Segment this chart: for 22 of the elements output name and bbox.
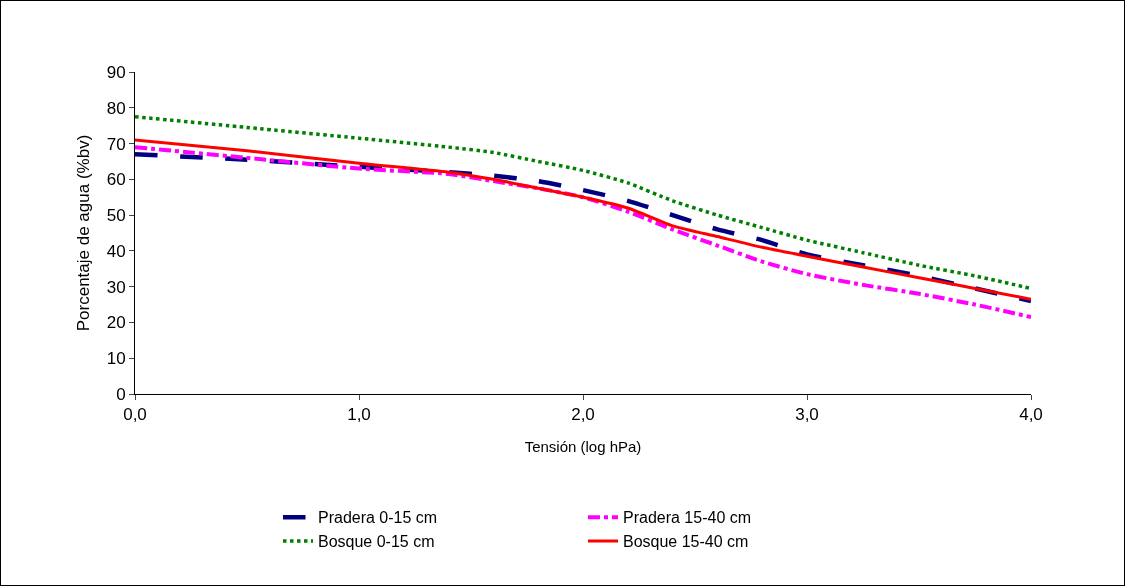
legend-label: Pradera 15-40 cm	[623, 509, 752, 527]
legend-label: Bosque 0-15 cm	[318, 533, 435, 551]
x-axis-title: Tensión (log hPa)	[524, 438, 642, 456]
y-tick-label: 80	[106, 98, 126, 118]
y-tick-label: 0	[116, 384, 126, 404]
legend-label: Pradera 0-15 cm	[318, 509, 438, 527]
y-tick-label: 40	[106, 241, 126, 261]
legend-label: Bosque 15-40 cm	[623, 533, 749, 551]
y-tick-label: 20	[106, 313, 126, 333]
line-series	[135, 114, 1031, 291]
y-tick-label: 30	[106, 277, 126, 297]
y-tick-label: 90	[106, 62, 126, 82]
x-tick-label: 4,0	[1019, 405, 1043, 425]
y-axis-title: Porcentaje de agua (%bv)	[74, 134, 94, 332]
x-tick-label: 3,0	[795, 405, 819, 425]
y-tick-label: 10	[106, 349, 126, 369]
y-tick-label: 50	[106, 206, 126, 226]
x-tick-label: 0,0	[123, 405, 147, 425]
y-tick-label: 60	[106, 170, 126, 190]
x-tick-label: 2,0	[571, 405, 595, 425]
x-tick-label: 1,0	[347, 405, 371, 425]
y-tick-label: 70	[106, 134, 126, 154]
